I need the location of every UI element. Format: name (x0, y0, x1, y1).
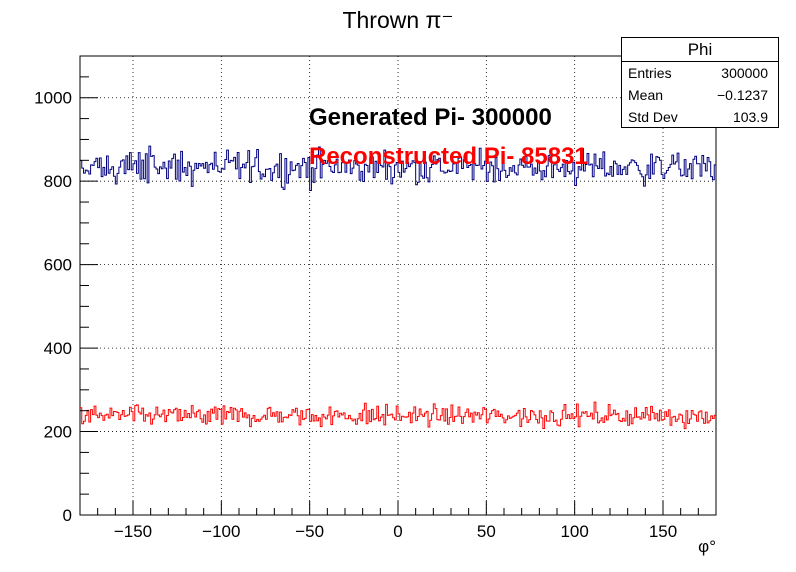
stats-box: Phi Entries 300000 Mean −0.1237 Std Dev … (621, 37, 779, 128)
grid-lines (80, 56, 716, 515)
x-tick-label: −50 (295, 522, 324, 541)
stats-title: Phi (622, 38, 778, 62)
x-tick-label: 50 (477, 522, 496, 541)
x-tick-label: −100 (202, 522, 240, 541)
generated-histogram (80, 145, 716, 191)
axes: −150 −100 −50 0 50 100 150 0 200 400 600 800 1000 (34, 55, 717, 541)
stats-value: 300000 (721, 65, 768, 81)
chart-title: Thrown π⁻ (342, 7, 453, 33)
y-tick-label: 1000 (34, 89, 72, 108)
stats-value: 103.9 (732, 109, 768, 125)
stats-label: Std Dev (628, 109, 678, 125)
y-tick-label: 200 (44, 423, 72, 442)
stats-row-stddev: Std Dev 103.9 (622, 106, 778, 128)
y-tick-label: 600 (44, 256, 72, 275)
y-tick-label: 400 (44, 339, 72, 358)
stats-value: −0.1237 (717, 87, 768, 103)
x-tick-label: 150 (649, 522, 677, 541)
y-tick-label: 0 (63, 506, 72, 525)
histogram-series (80, 145, 716, 430)
x-tick-label: −150 (114, 522, 152, 541)
x-tick-label: 100 (560, 522, 588, 541)
stats-row-mean: Mean −0.1237 (622, 84, 778, 106)
stats-label: Entries (628, 65, 672, 81)
annotation-reconstructed: Reconstructed Pi- 85831 (309, 143, 588, 170)
stats-label: Mean (628, 87, 664, 103)
stats-row-entries: Entries 300000 (622, 62, 778, 84)
y-tick-label: 800 (44, 172, 72, 191)
x-axis-label: φ° (698, 537, 716, 556)
reconstructed-histogram (80, 401, 716, 430)
annotation-generated: Generated Pi- 300000 (309, 104, 552, 131)
x-tick-label: 0 (393, 522, 402, 541)
